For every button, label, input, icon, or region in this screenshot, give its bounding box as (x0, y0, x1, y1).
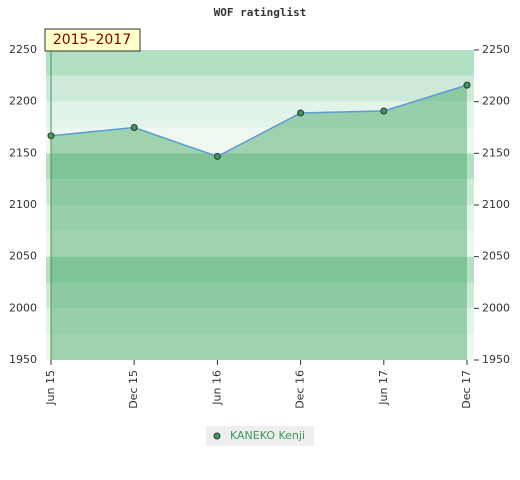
background-band (46, 179, 474, 205)
background-band (46, 308, 474, 335)
area (51, 85, 467, 360)
y-tick-label: 2150 (9, 146, 37, 159)
point (297, 109, 305, 117)
background-band (46, 50, 474, 76)
background-band (46, 256, 474, 283)
annotation: 2015–2017 (53, 32, 131, 48)
legend-label: KANEKO Kenji (230, 429, 305, 442)
y-tick-label: 2050 (9, 250, 37, 263)
annotation-box (44, 28, 141, 52)
background-band (46, 230, 474, 257)
y2-tick-label: 2150 (482, 146, 510, 159)
y-tick-label: 2250 (9, 43, 37, 56)
x-tick-label: Jun 15 (44, 370, 57, 406)
background-band (46, 334, 474, 360)
x-tick-label: Dec 15 (127, 370, 140, 409)
background-band (46, 75, 474, 102)
y2-tick-label: 2200 (482, 95, 510, 108)
y-tick-label: 2100 (9, 198, 37, 211)
y-tick-label: 2000 (9, 301, 37, 314)
background-band (46, 282, 474, 309)
point (130, 124, 138, 131)
y-tick-label: 1950 (9, 353, 37, 366)
background-band (46, 127, 474, 154)
point (380, 107, 388, 115)
line (50, 84, 468, 158)
x-tick-label: Dec 16 (294, 370, 307, 409)
background-band (46, 101, 474, 128)
y2-tick-label: 2000 (482, 301, 510, 314)
legend-box (206, 426, 314, 446)
y2-tick-label: 2050 (482, 250, 510, 263)
chart-title: WOF ratinglist (214, 6, 307, 19)
x-tick-label: Jun 17 (377, 370, 390, 406)
point (213, 152, 221, 160)
background-band (46, 205, 474, 231)
y2-tick-label: 2100 (482, 198, 510, 211)
plot-area (46, 50, 474, 360)
y2-tick-label: 2250 (482, 43, 510, 56)
x-tick-label: Dec 17 (460, 370, 473, 409)
background-band (46, 153, 474, 180)
legend-marker (213, 432, 221, 440)
x-tick-label: Jun 16 (210, 370, 223, 406)
y-tick-label: 2200 (9, 95, 37, 108)
point (463, 81, 471, 89)
y2-tick-label: 1950 (482, 353, 510, 366)
